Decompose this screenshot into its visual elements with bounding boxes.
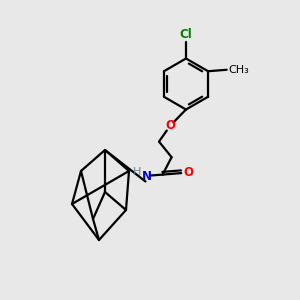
Text: CH₃: CH₃ — [228, 65, 249, 75]
Text: O: O — [165, 119, 176, 133]
Text: N: N — [142, 169, 152, 183]
Text: O: O — [184, 166, 194, 179]
Text: Cl: Cl — [180, 28, 192, 41]
Text: H: H — [133, 167, 142, 177]
